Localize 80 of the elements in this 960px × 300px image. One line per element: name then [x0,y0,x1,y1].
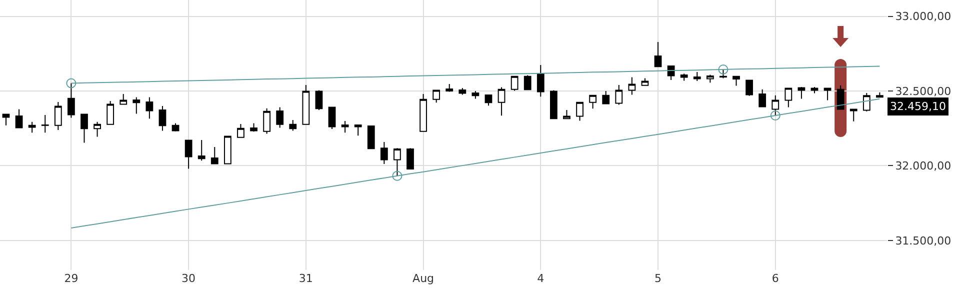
point [66,78,76,88]
y-tick-label: 32.500,00 [895,84,952,98]
candlestick [628,76,636,96]
candlestick [289,119,297,132]
candlestick [276,106,284,128]
point [718,64,728,74]
candlestick [798,86,806,100]
line-series [70,98,880,229]
candlestick [146,96,154,120]
candlestick [810,86,818,94]
candlestick [680,73,688,82]
candlestick [446,83,454,92]
y-tick-label: 32.000,00 [895,160,952,173]
candlestick [80,114,88,144]
candlestick [106,100,114,125]
candlestick [746,80,753,96]
x-tick-label: 31 [298,272,313,285]
candlestick [824,88,832,101]
candlestick [15,108,23,128]
candlestick [693,72,701,82]
candlestick [184,140,192,170]
point [770,110,780,120]
candlestick [498,86,506,116]
candlestick [406,148,414,170]
candlestick [602,90,610,104]
candlestick [667,66,675,80]
candlestick [536,64,544,98]
candlestick [432,90,440,104]
candlestick [210,146,218,164]
candlestick [641,78,649,86]
x-tick-label: 30 [182,272,196,285]
candlestick [158,105,166,132]
candlestick [615,84,623,106]
candlestick [484,94,492,106]
candlestick [654,41,662,68]
candlestick [132,96,140,114]
candlestick [732,76,740,86]
candlestick [224,136,232,164]
candlestick [862,92,870,112]
text: 32.459,10 [890,100,946,113]
point [392,170,402,181]
y-tick-label: 33.000,00 [895,10,952,24]
candlestick [198,140,206,162]
candlestick [2,114,10,126]
candlestick [420,93,427,132]
x-tick-label: 5 [654,272,662,285]
candlestick [250,122,258,132]
x-tick-label: 29 [64,272,78,285]
candlestick [758,88,766,108]
candlestick [850,108,858,122]
x-tick-label: 4 [537,272,544,285]
candlestick [237,124,244,138]
candlestick [302,84,310,125]
candlestick [876,92,884,98]
candlestick [41,114,49,134]
candlestick [524,74,532,90]
y-tick-label: 31.500,00 [895,234,952,248]
x-tick-label: Aug [412,272,434,285]
candlestick [550,90,558,120]
candlestick [589,94,597,110]
candlestick [120,93,128,105]
candlestick [54,102,62,130]
candlestick [458,88,466,96]
candlestick [367,125,375,150]
candlestick [315,90,323,110]
candlestick [472,90,480,100]
x-tick-label: 6 [772,272,779,285]
candlestick [510,76,518,92]
candlestick [263,108,270,134]
candlestick [836,84,844,110]
candlestick [784,88,792,108]
candlestick [28,121,36,134]
candlestick [328,106,336,130]
candlestick [576,102,584,122]
candlestick [706,74,714,84]
candlestick [380,141,388,165]
candlestick [354,124,362,136]
candlestick [94,121,101,138]
candlestick [341,120,349,134]
candlestick [563,109,570,120]
